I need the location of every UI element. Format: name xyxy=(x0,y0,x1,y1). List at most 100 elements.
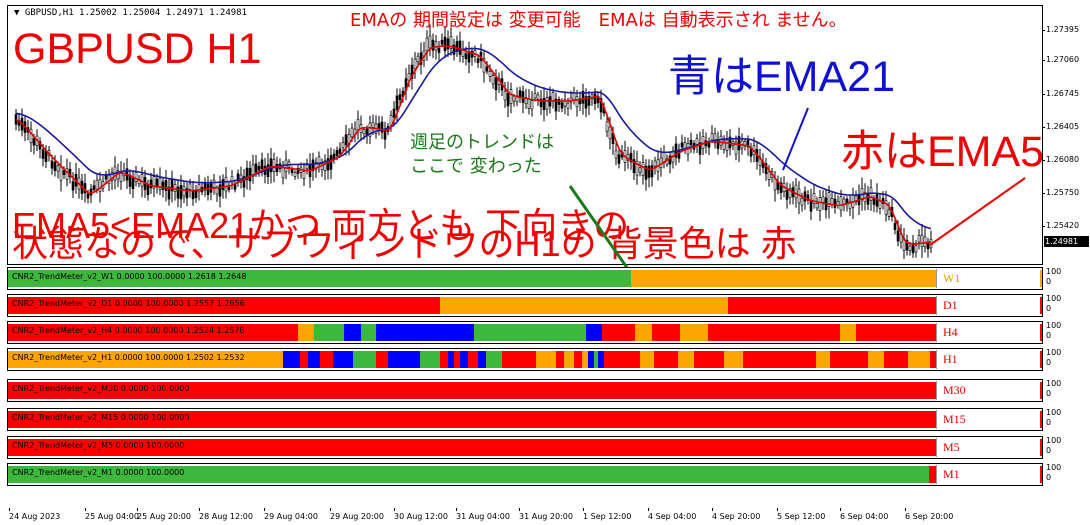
candle-body xyxy=(242,176,246,188)
trend-segment xyxy=(652,324,680,341)
candle-body xyxy=(653,160,657,167)
candle-body xyxy=(878,200,882,209)
candle-body xyxy=(734,141,738,155)
trendmeter-subwindow-d1[interactable]: CNR2_TrendMeter_v2_D1 0.0000 100.0000 1.… xyxy=(7,294,1043,317)
scale-min-label: 0 xyxy=(1046,473,1052,482)
trend-segment xyxy=(8,324,298,341)
scale-max-label: 100 xyxy=(1046,348,1062,357)
candle-body xyxy=(530,100,534,110)
candle-body xyxy=(407,73,411,81)
candle-body xyxy=(815,203,819,209)
ema5-red-note: 赤はEMA5 xyxy=(841,128,1043,176)
trend-segment xyxy=(8,382,1042,399)
trend-segment xyxy=(376,351,388,368)
candle-body xyxy=(806,194,810,201)
candle-body xyxy=(272,159,276,172)
trendmeter-subwindow-h1[interactable]: CNR2_TrendMeter_v2_H1 0.0000 100.0000 1.… xyxy=(7,348,1043,371)
candle-body xyxy=(887,209,891,217)
candle-body xyxy=(224,177,228,192)
candle-body xyxy=(197,184,201,193)
trend-segment xyxy=(654,351,678,368)
time-tick-label: 6 Sep 20:00 xyxy=(905,512,954,521)
trend-segment xyxy=(333,351,353,368)
timeframe-label: H1 xyxy=(936,350,1040,369)
timeframe-label: M30 xyxy=(936,381,1040,400)
candle-body xyxy=(395,95,399,110)
time-tick-mark xyxy=(712,508,713,511)
subwindow-indicator-label: CNR2_TrendMeter_v2_W1 0.0000 100.0000 1.… xyxy=(12,272,247,281)
candle-body xyxy=(908,245,912,251)
candle-body xyxy=(866,192,870,205)
trend-segment xyxy=(908,351,930,368)
price-tick-label: 1.27395 xyxy=(1046,25,1080,34)
candle-body xyxy=(542,98,546,111)
trend-segment xyxy=(564,351,574,368)
price-tick-label: 1.25750 xyxy=(1046,188,1080,197)
candle-body xyxy=(617,154,621,164)
candle-body xyxy=(275,164,279,173)
candle-body xyxy=(176,186,180,199)
explanation-line1: EMA5<EMA21かつ 両方とも 下向きの xyxy=(12,205,630,246)
trendmeter-subwindow-m1[interactable]: CNR2_TrendMeter_v2_M1 0.0000 100.0000 M1 xyxy=(7,463,1043,486)
candle-body xyxy=(281,167,285,179)
candle-body xyxy=(431,39,435,51)
candle-body xyxy=(599,98,603,113)
trendmeter-subwindow-h4[interactable]: CNR2_TrendMeter_v2_H4 0.0000 100.0000 1.… xyxy=(7,321,1043,344)
symbol-title: GBPUSD H1 xyxy=(13,25,262,73)
candle-body xyxy=(185,188,189,199)
trend-segment xyxy=(680,324,708,341)
trendmeter-subwindow-m15[interactable]: CNR2_TrendMeter_v2_M15 0.0000 100.0000 M1… xyxy=(7,408,1043,431)
trendmeter-subwindow-w1[interactable]: CNR2_TrendMeter_v2_W1 0.0000 100.0000 1.… xyxy=(7,267,1043,290)
subwindow-indicator-label: CNR2_TrendMeter_v2_M30 0.0000 100.0000 xyxy=(12,384,190,393)
trend-segment xyxy=(746,324,840,341)
candle-body xyxy=(293,171,297,177)
candle-body xyxy=(584,96,588,109)
time-tick-mark xyxy=(648,508,649,511)
candle-body xyxy=(458,40,462,55)
time-tick-label: 6 Sep 04:00 xyxy=(840,512,889,521)
ema21-blue-note: 青はEMA21 xyxy=(668,53,896,101)
candle-body xyxy=(527,98,531,109)
candle-body xyxy=(884,200,888,215)
candle-body xyxy=(65,168,69,180)
trend-segment xyxy=(536,351,556,368)
candle-body xyxy=(134,172,138,182)
subwindow-scale: 100 0 xyxy=(1044,463,1090,484)
candle-body xyxy=(416,55,420,62)
trendmeter-subwindow-m30[interactable]: CNR2_TrendMeter_v2_M30 0.0000 100.0000 M3… xyxy=(7,379,1043,402)
candle-body xyxy=(629,152,633,163)
trendmeter-subwindow-m5[interactable]: CNR2_TrendMeter_v2_M5 0.0000 100.0000 M5 xyxy=(7,436,1043,459)
candle-body xyxy=(221,179,225,191)
subwindow-indicator-label: CNR2_TrendMeter_v2_H4 0.0000 100.0000 1.… xyxy=(12,326,245,335)
trend-segment xyxy=(344,324,361,341)
time-tick-label: 28 Aug 12:00 xyxy=(199,512,253,521)
trend-segment xyxy=(308,351,320,368)
price-axis: 1.27395 1.27060 1.26745 1.26405 1.26080 1.257… xyxy=(1042,5,1090,263)
candle-body xyxy=(608,126,612,140)
price-tick-label: 1.25420 xyxy=(1046,221,1080,230)
candle-body xyxy=(89,188,93,196)
dropdown-arrow-icon[interactable]: ▼ xyxy=(14,8,25,18)
candle-body xyxy=(437,47,441,53)
scale-min-label: 0 xyxy=(1046,331,1052,340)
candle-body xyxy=(131,177,135,189)
timeframe-label: D1 xyxy=(936,296,1040,315)
main-price-chart[interactable]: ▼ GBPUSD,H1 1.25002 1.25004 1.24971 1.24… xyxy=(7,5,1043,265)
trend-segment xyxy=(8,351,283,368)
candle-body xyxy=(380,121,384,133)
candle-body xyxy=(305,163,309,169)
candle-body xyxy=(788,188,792,198)
subwindow-indicator-label: CNR2_TrendMeter_v2_H1 0.0000 100.0000 1.… xyxy=(12,353,245,362)
trend-segment xyxy=(468,351,478,368)
time-tick-mark xyxy=(264,508,265,511)
candle-body xyxy=(503,90,507,101)
candle-body xyxy=(53,161,57,171)
candle-body xyxy=(854,195,858,203)
subwindow-indicator-label: CNR2_TrendMeter_v2_M5 0.0000 100.0000 xyxy=(12,441,185,450)
trend-segment xyxy=(353,351,376,368)
time-tick-mark xyxy=(519,508,520,511)
candle-body xyxy=(506,92,510,107)
candle-body xyxy=(152,176,156,189)
trend-segment xyxy=(448,351,454,368)
scale-max-label: 100 xyxy=(1046,294,1062,303)
